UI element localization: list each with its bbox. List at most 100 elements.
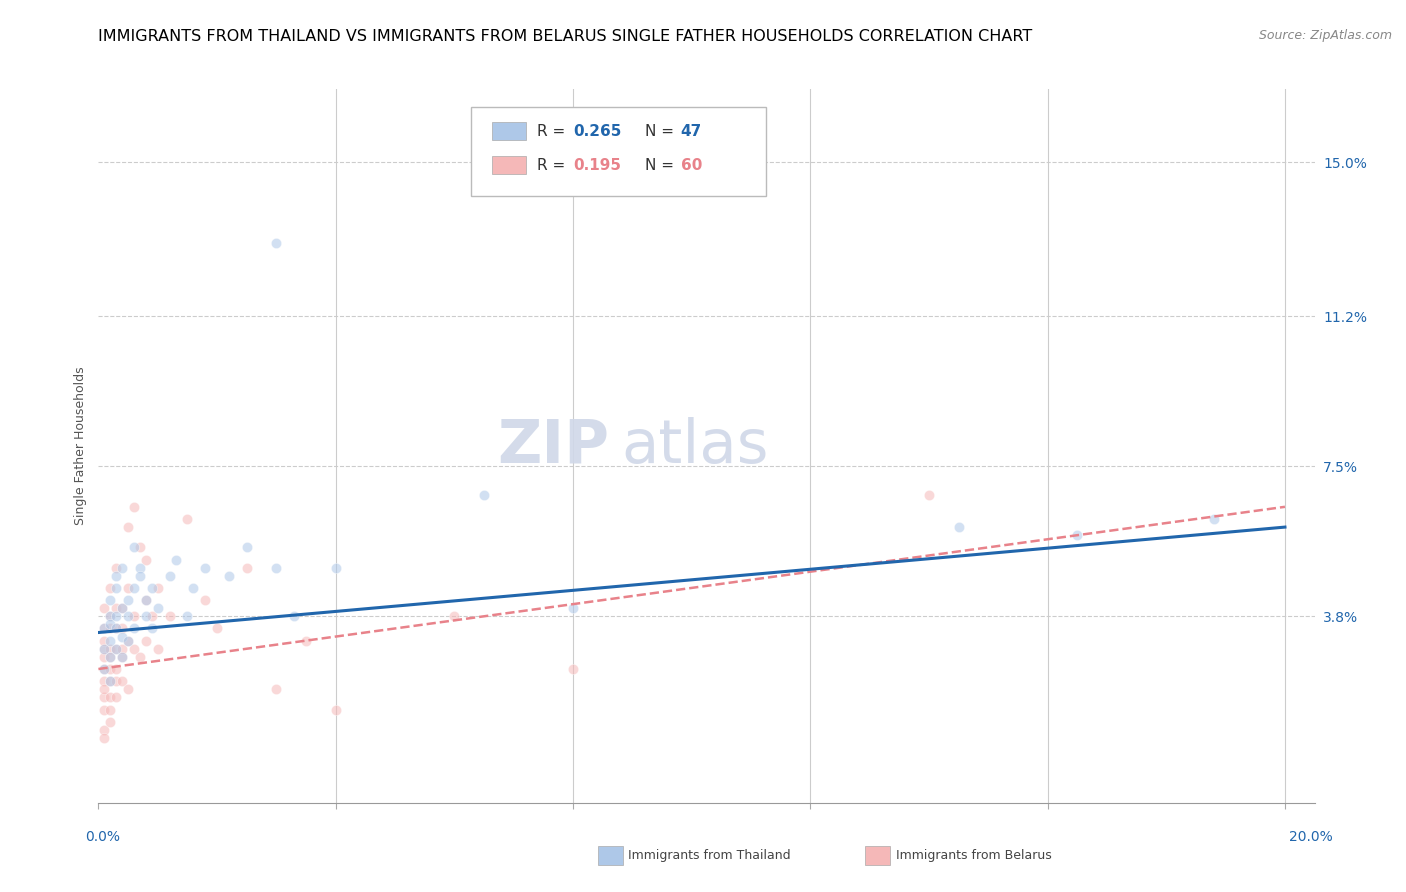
Point bbox=[105, 568, 128, 582]
Point bbox=[111, 649, 134, 664]
Point bbox=[93, 682, 115, 697]
Point bbox=[98, 662, 121, 676]
Point bbox=[98, 622, 121, 636]
Point bbox=[93, 641, 115, 656]
Point bbox=[135, 593, 157, 607]
Point bbox=[93, 601, 115, 615]
Text: R =: R = bbox=[537, 124, 575, 138]
Point bbox=[98, 649, 121, 664]
Text: 0.265: 0.265 bbox=[574, 124, 621, 138]
Point bbox=[98, 690, 121, 705]
Point bbox=[176, 512, 198, 526]
Point bbox=[146, 601, 169, 615]
Point bbox=[235, 560, 257, 574]
Point bbox=[93, 622, 115, 636]
Point bbox=[129, 568, 152, 582]
Point bbox=[205, 622, 228, 636]
Point bbox=[146, 581, 169, 595]
Point bbox=[141, 622, 163, 636]
Point bbox=[135, 593, 157, 607]
Text: 0.195: 0.195 bbox=[574, 158, 621, 172]
Point bbox=[122, 581, 145, 595]
Point bbox=[111, 601, 134, 615]
Point bbox=[135, 609, 157, 624]
Point bbox=[135, 552, 157, 566]
Point bbox=[93, 622, 115, 636]
Point bbox=[325, 702, 347, 716]
Point bbox=[98, 609, 121, 624]
Point bbox=[93, 674, 115, 689]
Text: 60: 60 bbox=[681, 158, 702, 172]
Point bbox=[159, 568, 181, 582]
Point bbox=[93, 690, 115, 705]
Point bbox=[111, 601, 134, 615]
Text: Immigrants from Belarus: Immigrants from Belarus bbox=[896, 849, 1052, 862]
Point bbox=[105, 609, 128, 624]
Point bbox=[472, 488, 495, 502]
Point bbox=[141, 581, 163, 595]
Point bbox=[159, 609, 181, 624]
Point bbox=[105, 641, 128, 656]
Point bbox=[235, 541, 257, 555]
Point bbox=[105, 560, 128, 574]
Point bbox=[98, 609, 121, 624]
Point bbox=[443, 609, 465, 624]
Point bbox=[117, 633, 139, 648]
Point bbox=[105, 690, 128, 705]
Point bbox=[918, 488, 941, 502]
Point bbox=[266, 560, 288, 574]
Point bbox=[117, 520, 139, 534]
Point bbox=[93, 641, 115, 656]
Point bbox=[98, 714, 121, 729]
Point bbox=[98, 674, 121, 689]
Text: 47: 47 bbox=[681, 124, 702, 138]
Point bbox=[98, 633, 121, 648]
Point bbox=[105, 622, 128, 636]
Point bbox=[93, 723, 115, 737]
Point bbox=[141, 609, 163, 624]
Point bbox=[117, 593, 139, 607]
Point bbox=[218, 568, 240, 582]
Point bbox=[105, 622, 128, 636]
Text: ZIP: ZIP bbox=[498, 417, 609, 475]
Text: N =: N = bbox=[645, 158, 679, 172]
Y-axis label: Single Father Households: Single Father Households bbox=[75, 367, 87, 525]
Text: 20.0%: 20.0% bbox=[1288, 830, 1333, 844]
Point bbox=[93, 662, 115, 676]
Text: Source: ZipAtlas.com: Source: ZipAtlas.com bbox=[1258, 29, 1392, 42]
Point bbox=[562, 662, 585, 676]
Point bbox=[283, 609, 305, 624]
Point bbox=[194, 560, 217, 574]
Text: IMMIGRANTS FROM THAILAND VS IMMIGRANTS FROM BELARUS SINGLE FATHER HOUSEHOLDS COR: IMMIGRANTS FROM THAILAND VS IMMIGRANTS F… bbox=[98, 29, 1032, 44]
Point bbox=[295, 633, 318, 648]
Point bbox=[266, 682, 288, 697]
Point bbox=[1202, 512, 1225, 526]
Point bbox=[98, 702, 121, 716]
Point bbox=[183, 581, 205, 595]
Point bbox=[122, 641, 145, 656]
Point bbox=[146, 641, 169, 656]
Point bbox=[122, 500, 145, 514]
Point bbox=[105, 674, 128, 689]
Text: R =: R = bbox=[537, 158, 575, 172]
Point bbox=[165, 552, 187, 566]
Point bbox=[111, 674, 134, 689]
Point bbox=[117, 609, 139, 624]
Point bbox=[129, 560, 152, 574]
Point bbox=[111, 622, 134, 636]
Point bbox=[111, 560, 134, 574]
Point bbox=[105, 641, 128, 656]
Point bbox=[129, 541, 152, 555]
Text: 0.0%: 0.0% bbox=[86, 830, 120, 844]
Point bbox=[93, 662, 115, 676]
Point bbox=[948, 520, 970, 534]
Point bbox=[98, 581, 121, 595]
Point bbox=[98, 617, 121, 632]
Point bbox=[122, 622, 145, 636]
Point bbox=[117, 633, 139, 648]
Point bbox=[111, 630, 134, 644]
Point bbox=[93, 633, 115, 648]
Point bbox=[135, 633, 157, 648]
Point bbox=[93, 731, 115, 745]
Text: Immigrants from Thailand: Immigrants from Thailand bbox=[628, 849, 792, 862]
